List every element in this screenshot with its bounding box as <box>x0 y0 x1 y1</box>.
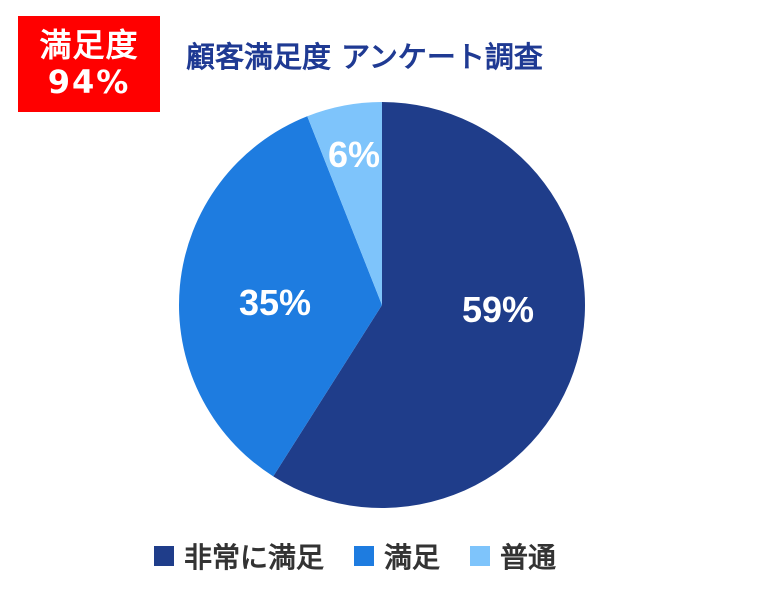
legend-item-very-satisfied: 非常に満足 <box>154 536 324 576</box>
badge-value: 94% <box>47 63 131 101</box>
legend: 非常に満足 満足 普通 <box>154 535 556 577</box>
legend-swatch-neutral <box>470 546 491 566</box>
data-label-satisfied: 35% <box>239 282 311 323</box>
legend-label-very-satisfied: 非常に満足 <box>184 541 325 574</box>
pie-slice-very-satisfied <box>273 102 586 509</box>
badge-label: 満足度 <box>39 26 139 65</box>
legend-swatch-very-satisfied <box>154 546 174 566</box>
legend-swatch-satisfied <box>354 546 375 566</box>
chart-title: 顧客満足度 アンケート調査 <box>186 40 543 74</box>
pie-slice-satisfied <box>179 116 382 477</box>
legend-item-satisfied: 満足 <box>354 536 440 576</box>
pie-slice-neutral <box>307 102 382 305</box>
satisfaction-badge: 満足度 94% <box>18 16 160 112</box>
data-label-very-satisfied: 59% <box>462 289 534 330</box>
data-label-neutral: 6% <box>328 134 380 175</box>
legend-label-satisfied: 満足 <box>384 541 441 574</box>
legend-item-neutral: 普通 <box>470 536 556 576</box>
legend-label-neutral: 普通 <box>500 541 557 574</box>
